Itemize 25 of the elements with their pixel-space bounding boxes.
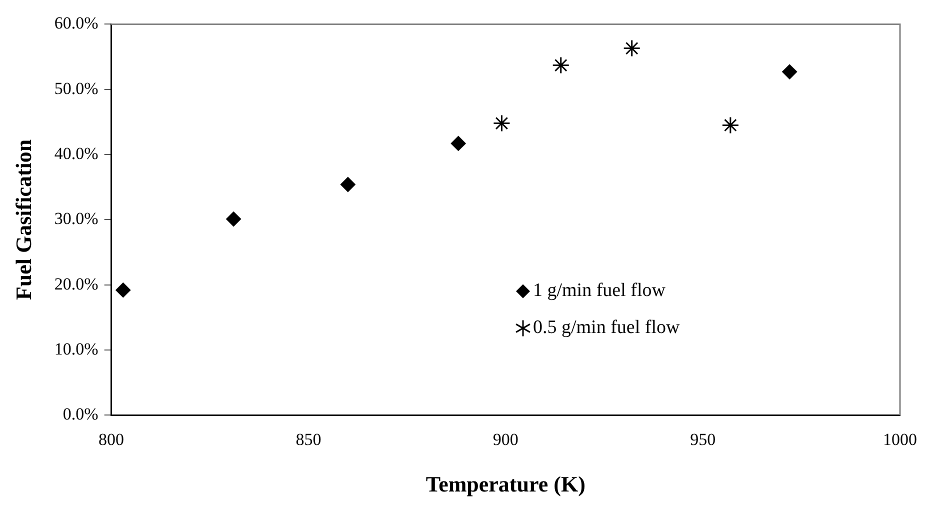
y-tick-label: 50.0% — [54, 78, 98, 98]
legend-label: 1 g/min fuel flow — [533, 280, 666, 302]
point — [492, 114, 510, 132]
y-tick-label: 0.0% — [62, 404, 98, 424]
x-tick-label: 800 — [98, 430, 124, 449]
point — [116, 282, 131, 298]
point — [782, 64, 798, 80]
x-tick-label: 850 — [296, 430, 322, 449]
y-axis-title: Fuel Gasification — [10, 139, 36, 300]
point — [552, 56, 570, 74]
x-tick-label: 950 — [690, 430, 716, 449]
legend-label: 0.5 g/min fuel flow — [533, 317, 680, 338]
point — [450, 136, 466, 151]
y-tick-label: 40.0% — [54, 144, 98, 163]
point — [722, 116, 740, 134]
x-tick-label: 1000 — [883, 430, 917, 449]
point — [226, 212, 242, 227]
x-axis-title: Temperature (K) — [426, 471, 586, 496]
y-tick-label: 20.0% — [54, 274, 98, 294]
x-tick-label: 900 — [492, 430, 518, 449]
y-tick-label: 60.0% — [54, 14, 98, 33]
point — [340, 177, 356, 192]
y-tick-label: 30.0% — [54, 209, 98, 228]
point — [623, 40, 641, 58]
y-tick-label: 10.0% — [54, 340, 98, 358]
